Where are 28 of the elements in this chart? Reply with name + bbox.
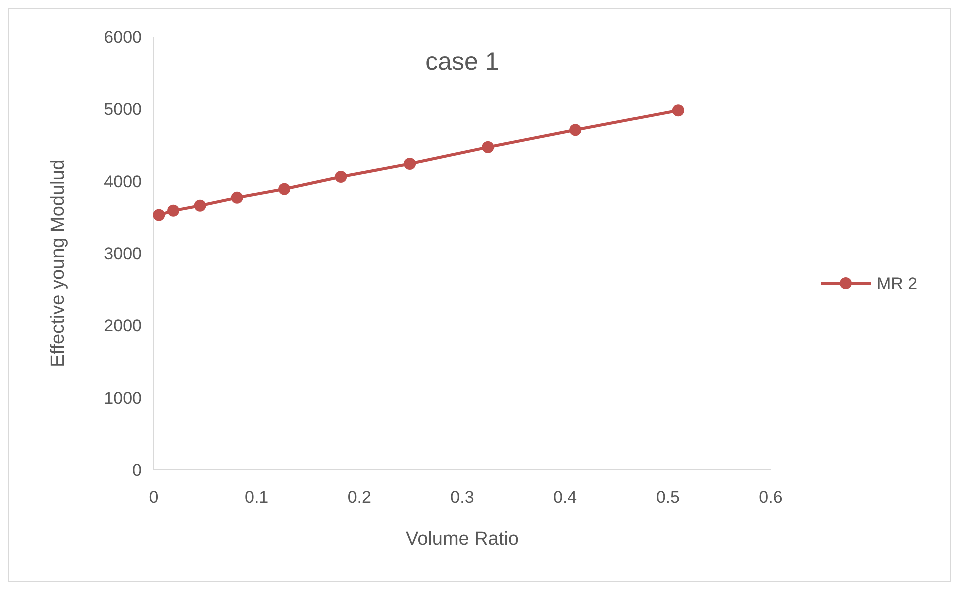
point xyxy=(335,171,348,184)
point xyxy=(482,141,494,154)
y-tick-label: 5000 xyxy=(104,100,142,120)
chart-title: case 1 xyxy=(426,48,500,76)
y-tick-label: 3000 xyxy=(104,244,142,264)
x-tick-label: 0.3 xyxy=(450,488,474,507)
x-tick-label: 0 xyxy=(149,488,159,507)
point xyxy=(570,124,582,136)
x-axis-title: Volume Ratio xyxy=(406,529,520,550)
y-axis-title: Effective young Modulud xyxy=(48,160,69,368)
y-tick-label: 2000 xyxy=(104,316,142,336)
y-tick-label: 4000 xyxy=(104,172,142,192)
x-tick-label: 0.2 xyxy=(348,488,372,507)
legend-label: MR 2 xyxy=(877,274,918,294)
y-tick-label: 6000 xyxy=(104,28,142,47)
y-tick-label: 1000 xyxy=(104,388,142,408)
x-tick-label: 0.4 xyxy=(554,488,578,507)
point xyxy=(153,209,166,222)
point xyxy=(404,158,416,170)
point xyxy=(231,192,244,204)
y-tick-label: 0 xyxy=(132,461,142,480)
point xyxy=(168,204,180,217)
x-tick-label: 0.5 xyxy=(656,488,680,507)
x-tick-label: 0.6 xyxy=(759,488,783,507)
x-tick-label: 0.1 xyxy=(245,488,269,507)
point xyxy=(194,200,206,212)
point xyxy=(278,183,291,196)
point xyxy=(672,104,684,117)
